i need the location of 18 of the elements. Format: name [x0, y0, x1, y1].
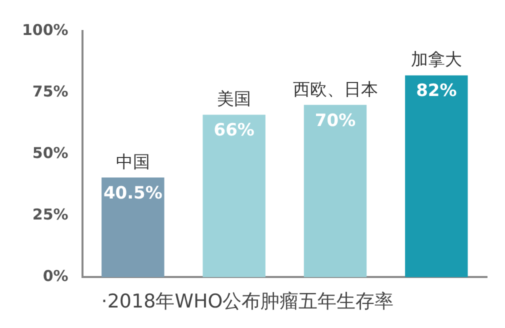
y-tick-label: 50%: [32, 144, 68, 162]
text: ·2018年WHO公布肿瘤五年生存率: [101, 290, 394, 313]
bar: [202, 114, 266, 278]
x-tick-label: 美国: [217, 90, 252, 110]
y-tick-label: 75%: [32, 82, 68, 100]
data-label: 66%: [214, 120, 254, 141]
x-tick-label: 中国: [116, 152, 150, 172]
bar: [102, 177, 164, 278]
bar: [405, 75, 468, 278]
data-label: 40.5%: [103, 183, 162, 204]
x-tick-label: 加拿大: [410, 50, 462, 70]
data-label: 70%: [314, 110, 356, 131]
y-tick-label: 25%: [32, 206, 68, 224]
data-label: 82%: [416, 81, 457, 102]
y-tick-label: 100%: [22, 20, 68, 39]
x-tick-label: 西欧、日本: [292, 80, 378, 100]
bar: [304, 104, 367, 278]
y-tick-label: 0%: [42, 267, 68, 286]
